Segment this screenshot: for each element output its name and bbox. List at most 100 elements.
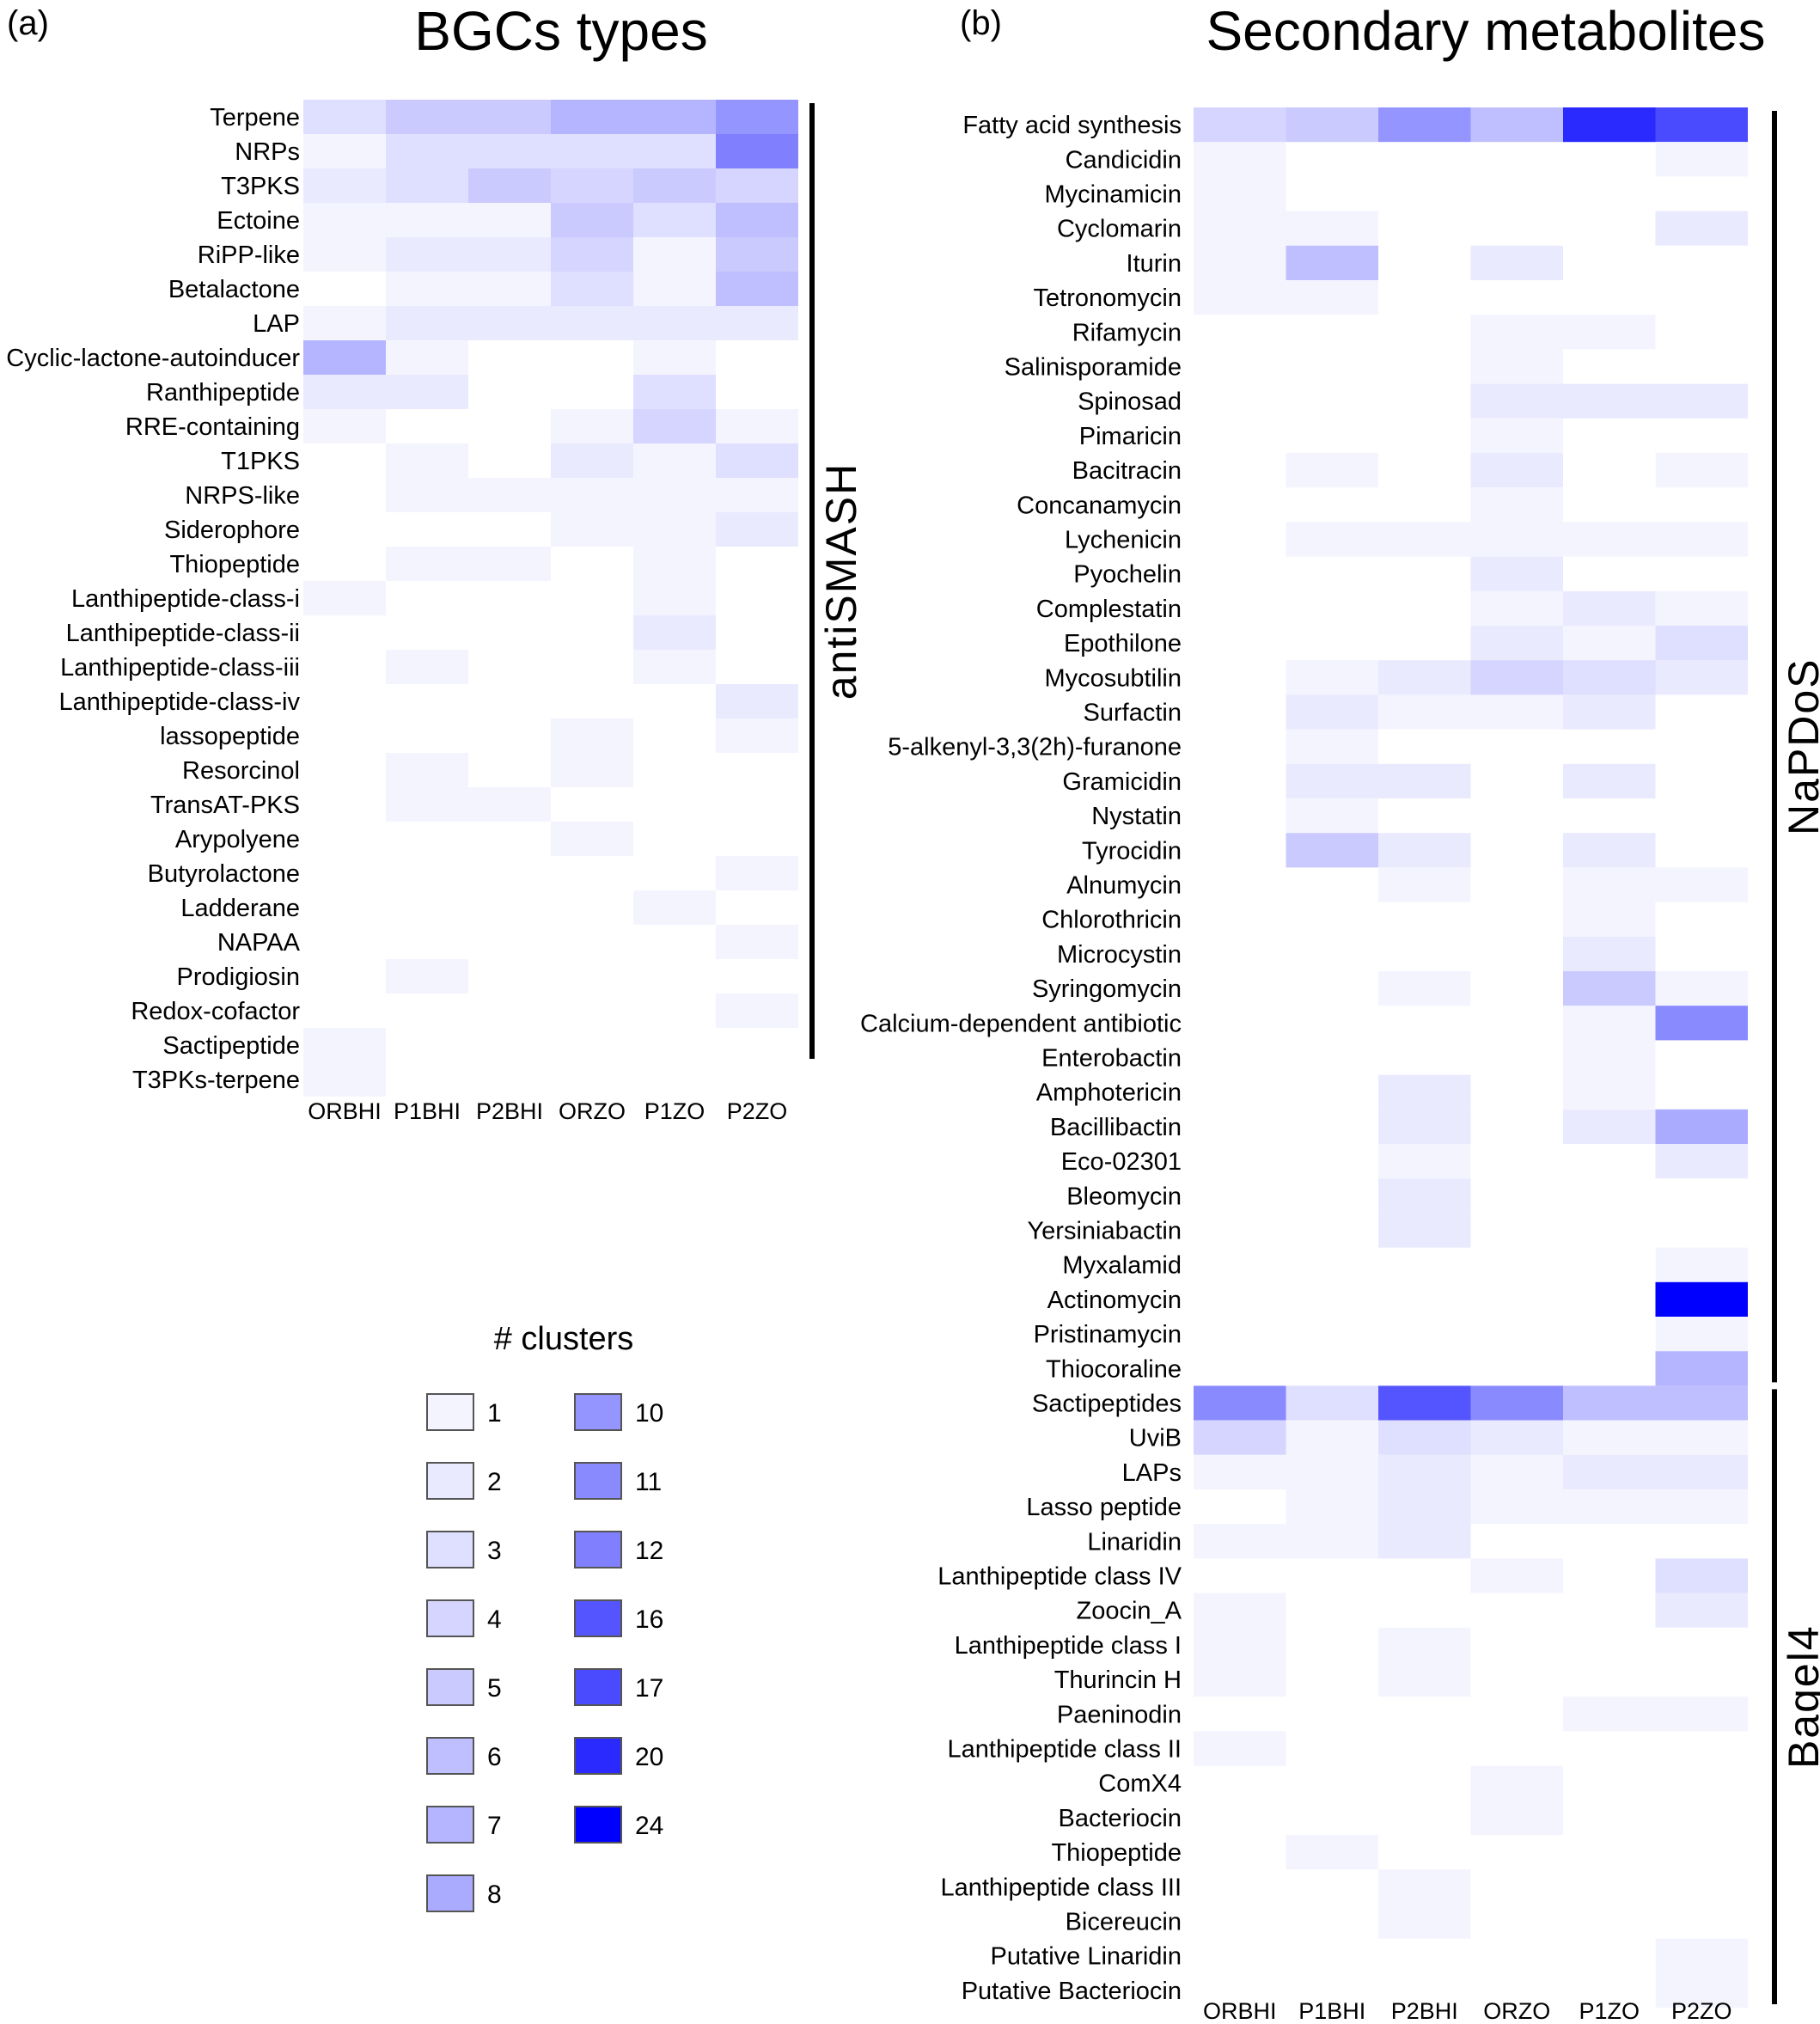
heatmap-cell-lychenicin-p2bhi [1378,522,1471,557]
heatmap-cell-syringomycin-p2bhi [1378,971,1471,1006]
heatmap-cell-rifamycin-orzo [1470,315,1563,350]
heatmap-cell-fatty-acid-synthesis-orzo [1470,107,1563,143]
row-label-eco-02301: Eco-02301 [1061,1148,1182,1176]
heatmap-cell-t1pks-p1zo [633,443,716,478]
heatmap-cell-nrps-orzo [551,134,633,168]
panel-a-letter: (a) [7,4,49,42]
heatmap-cell-bacillibactin-p1zo [1563,1109,1656,1144]
heatmap-cell-lap-p2zo [716,306,798,340]
heatmap-cell-tyrocidin-p1zo [1563,833,1656,868]
heatmap-cell-alnumycin-p1zo [1563,867,1656,902]
heatmap-cell-iturin-orbhi [1194,245,1286,280]
legend-label-20: 20 [635,1743,663,1771]
row-label-myxalamid: Myxalamid [1062,1252,1182,1280]
heatmap-cell-sactipeptides-p2zo [1655,1385,1748,1421]
heatmap-cell-linaridin-orbhi [1194,1524,1286,1559]
heatmap-cell-nrps-orbhi [303,134,386,168]
heatmap-cell-iturin-p1bhi [1286,245,1378,280]
heatmap-cell-bacitracin-orzo [1470,453,1563,488]
row-label-thiocoraline: Thiocoraline [1046,1355,1182,1383]
heatmap-cell-spinosad-p2zo [1655,383,1748,419]
heatmap-cell-resorcinol-orzo [551,753,633,787]
heatmap-cell-terpene-orbhi [303,100,386,134]
heatmap-cell-epothilone-p1zo [1563,626,1656,661]
row-label-iturin: Iturin [1127,250,1182,278]
heatmap-cell-lanthipeptide-class-iv-p2zo [716,684,798,718]
row-label-lanthipeptide-class-i: Lanthipeptide class I [955,1632,1182,1660]
legend-swatch-7 [426,1806,474,1844]
heatmap-cell-nystatin-p1bhi [1286,798,1378,834]
heatmap-cell-terpene-p1bhi [386,100,468,134]
heatmap-cell-ripp-like-p1bhi [386,237,468,272]
heatmap-cell-bicereucin-p2bhi [1378,1904,1471,1939]
heatmap-cell-lanthipeptide-class-iv-orzo [1470,1558,1563,1593]
legend-swatch-3 [426,1531,474,1568]
row-label-gramicidin: Gramicidin [1062,768,1182,796]
heatmap-cell-uvib-p1bhi [1286,1420,1378,1455]
heatmap-cell-resorcinol-p1bhi [386,753,468,787]
heatmap-cell-candicidin-orbhi [1194,142,1286,177]
legend-label-6: 6 [487,1743,502,1771]
heatmap-cell-betalactone-p1zo [633,272,716,306]
heatmap-cell-t1pks-p1bhi [386,443,468,478]
row-label-enterobactin: Enterobactin [1041,1045,1182,1073]
heatmap-cell-transat-pks-p1bhi [386,787,468,822]
heatmap-cell-nrps-like-orzo [551,478,633,512]
heatmap-cell-betalactone-p1bhi [386,272,468,306]
heatmap-cell-ranthipeptide-orbhi [303,375,386,409]
heatmap-cell-amphotericin-p2bhi [1378,1074,1471,1110]
row-label-paeninodin: Paeninodin [1057,1701,1182,1728]
heatmap-cell-uvib-p2zo [1655,1420,1748,1455]
row-label-prodigiosin: Prodigiosin [177,963,300,991]
legend-label-17: 17 [635,1674,663,1703]
row-label-putative-bacteriocin: Putative Bacteriocin [962,1978,1182,2005]
legend-swatch-4 [426,1599,474,1637]
legend-label-16: 16 [635,1605,663,1634]
row-label-cyclic-lactone-autoinducer: Cyclic-lactone-autoinducer [6,345,300,372]
row-label-comx4: ComX4 [1098,1770,1182,1798]
row-label-lanthipeptide-class-iii: Lanthipeptide class III [940,1874,1182,1901]
legend-label-2: 2 [487,1468,502,1496]
legend-swatch-16 [574,1599,622,1637]
heatmap-cell-lap-p2bhi [468,306,551,340]
heatmap-cell-lap-orbhi [303,306,386,340]
heatmap-cell-sactipeptides-orzo [1470,1385,1563,1421]
column-label-orbhi: ORBHI [1203,1998,1277,2024]
heatmap-cell-lassopeptide-p2zo [716,718,798,753]
heatmap-cell-laps-p2bhi [1378,1454,1471,1489]
heatmap-cell-ranthipeptide-p1bhi [386,375,468,409]
heatmap-cell-napaa-p2zo [716,925,798,959]
heatmap-cell-lanthipeptide-class-iii-p1bhi [386,650,468,684]
row-label-syringomycin: Syringomycin [1032,975,1182,1003]
heatmap-cell-ripp-like-p2bhi [468,237,551,272]
column-label-p2zo: P2ZO [727,1098,788,1124]
heatmap-cell-mycosubtilin-p1bhi [1286,660,1378,695]
legend-label-12: 12 [635,1537,663,1565]
row-label-nrps: NRPs [235,138,300,166]
row-label-bacitracin: Bacitracin [1072,457,1182,485]
heatmap-cell-terpene-p2zo [716,100,798,134]
column-label-p1zo: P1ZO [1579,1998,1640,2024]
row-label-pimaricin: Pimaricin [1079,423,1182,450]
heatmap-cell-tetronomycin-p1bhi [1286,280,1378,315]
group-label-bagel4: Bagel4 [1780,1624,1820,1769]
legend-swatch-17 [574,1668,622,1706]
heatmap-cell-lasso-peptide-orzo [1470,1489,1563,1525]
heatmap-cell-myxalamid-p2zo [1655,1247,1748,1282]
heatmap-cell-butyrolactone-p2zo [716,856,798,890]
legend-swatch-8 [426,1874,474,1912]
heatmap-cell-sactipeptides-orbhi [1194,1385,1286,1421]
heatmap-cell-alnumycin-p2zo [1655,867,1748,902]
heatmap-cell-mycinamicin-orbhi [1194,176,1286,211]
heatmap-cell-uvib-orbhi [1194,1420,1286,1455]
heatmap-cell-gramicidin-p1bhi [1286,763,1378,798]
heatmap-cell-iturin-orzo [1470,245,1563,280]
row-label-lanthipeptide-class-iv: Lanthipeptide class IV [937,1563,1182,1591]
heatmap-cell-ripp-like-orbhi [303,237,386,272]
heatmap-cell-t3pks-orbhi [303,168,386,203]
heatmap-cell-cyclic-lactone-autoinducer-p1zo [633,340,716,375]
heatmap-cell-cyclic-lactone-autoinducer-orbhi [303,340,386,375]
heatmap-cell-prodigiosin-p1bhi [386,959,468,994]
heatmap-cell-paeninodin-p1zo [1563,1697,1656,1732]
row-label-cyclomarin: Cyclomarin [1057,216,1182,243]
